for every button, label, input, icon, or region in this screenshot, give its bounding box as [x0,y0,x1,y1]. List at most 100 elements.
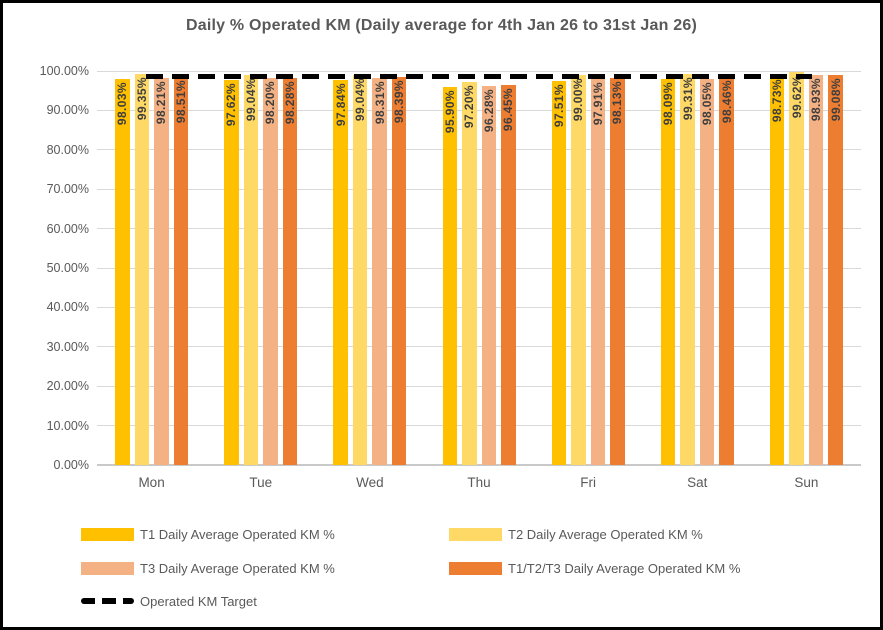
plot-area: 98.03% 99.35% 98.21% 98.51% 97.62% 99.04% 98.2… [97,70,861,466]
legend-item: T1 Daily Average Operated KM % [81,524,335,544]
bar: 98.73% [769,76,785,465]
legend-item: Operated KM Target [81,591,257,611]
y-axis-label: 80.00% [46,142,89,157]
gridline [97,70,861,72]
bar-value-label: 99.04% [243,77,258,121]
target-line [145,74,813,80]
bar: 97.84% [333,79,348,465]
bar: 97.62% [224,80,239,465]
y-axis-label: 0.00% [53,458,89,472]
bar-value-label: 95.90% [442,90,457,134]
bar: 99.04% [352,74,368,465]
bar-value-label: 99.04% [353,77,368,121]
chart-title: Daily % Operated KM (Daily average for 4… [186,17,697,34]
bar: 98.31% [372,77,387,465]
x-axis-label: Wed [356,475,384,490]
bar: 96.28% [481,85,496,465]
legend-label: Operated KM Target [140,593,257,609]
bar-value-label: 98.09% [661,81,676,125]
bar: 98.28% [282,77,298,465]
bar: 99.62% [789,72,804,465]
x-axis-line [97,464,861,466]
bar-value-label: 98.13% [610,81,625,125]
gridline [97,267,861,269]
bar: 99.00% [571,74,586,465]
legend-color-swatch [81,527,134,541]
gridline [97,385,861,387]
bar-value-label: 98.73% [770,79,785,123]
bar-value-label: 98.03% [115,81,130,125]
bar: 95.90% [442,87,457,465]
bar-value-label: 98.31% [372,80,387,124]
gridline [97,109,861,111]
legend-color-swatch [81,561,134,575]
y-axis-label: 50.00% [46,261,89,275]
bar: 97.91% [590,79,606,465]
bar-value-label: 98.39% [392,80,407,124]
bar-value-label: 98.93% [809,78,824,122]
bar: 98.21% [154,78,169,465]
bar-value-label: 97.84% [333,82,348,126]
bar: 98.20% [263,78,278,465]
bar-value-label: 98.05% [700,81,715,125]
bar: 99.31% [680,73,695,465]
x-axis-label: Fri [580,475,596,490]
y-axis-label: 40.00% [46,300,89,315]
bar-value-label: 97.62% [224,83,239,127]
legend-color-swatch [449,527,502,541]
y-axis-label: 70.00% [46,182,89,197]
y-axis-label: 30.00% [46,339,89,354]
x-axis-label: Mon [138,475,165,490]
gridline [97,188,861,190]
bar-value-label: 97.51% [551,83,566,127]
bar-value-label: 98.28% [282,80,297,124]
y-axis-label: 10.00% [46,418,89,433]
y-axis-label: 90.00% [46,103,89,118]
bar-value-label: 99.00% [571,77,586,122]
legend-label: T1 Daily Average Operated KM % [140,526,335,542]
bar-value-label: 99.31% [680,76,695,120]
legend-item: T2 Daily Average Operated KM % [449,524,703,544]
legend-color-swatch [449,561,502,575]
bar-value-label: 97.91% [590,82,605,126]
gridline [97,425,861,427]
x-axis-label: Thu [467,475,491,490]
gridline [97,149,861,151]
bar: 98.09% [660,78,676,465]
y-axis-label: 100.00% [39,64,89,78]
bar-value-label: 99.62% [789,75,804,119]
legend-label: T2 Daily Average Operated KM % [508,526,703,542]
bar: 99.35% [134,73,150,465]
bar-value-label: 98.21% [154,81,169,125]
y-axis-label: 20.00% [46,379,89,394]
gridline [97,346,861,348]
gridline [97,228,861,230]
bar-value-label: 98.20% [263,81,278,125]
bar: 99.04% [243,74,259,465]
x-axis-label: Sat [687,475,708,490]
bar: 98.03% [115,78,130,465]
y-axis-label: 60.00% [46,221,89,236]
bar: 97.20% [462,82,477,465]
legend-label: T3 Daily Average Operated KM % [140,560,335,576]
x-axis-label: Tue [249,475,273,490]
bar: 98.39% [391,77,407,465]
legend-item: T1/T2/T3 Daily Average Operated KM % [449,558,740,578]
bar: 98.13% [610,78,625,465]
legend-label: T1/T2/T3 Daily Average Operated KM % [508,560,741,576]
bar: 98.93% [808,75,824,465]
bar: 96.45% [501,84,516,465]
legend-item: T3 Daily Average Operated KM % [81,558,335,578]
bar-value-label: 99.08% [828,77,843,121]
bar: 98.46% [719,77,734,465]
bar-value-label: 96.45% [501,87,516,132]
gridline [97,306,861,308]
bar: 99.08% [828,74,843,465]
bar-value-label: 98.46% [719,80,734,124]
bar-value-label: 96.28% [481,88,496,132]
bar-value-label: 97.20% [462,85,477,129]
bar: 98.51% [173,76,189,465]
bar: 98.05% [699,78,715,465]
bar: 97.51% [551,80,567,465]
